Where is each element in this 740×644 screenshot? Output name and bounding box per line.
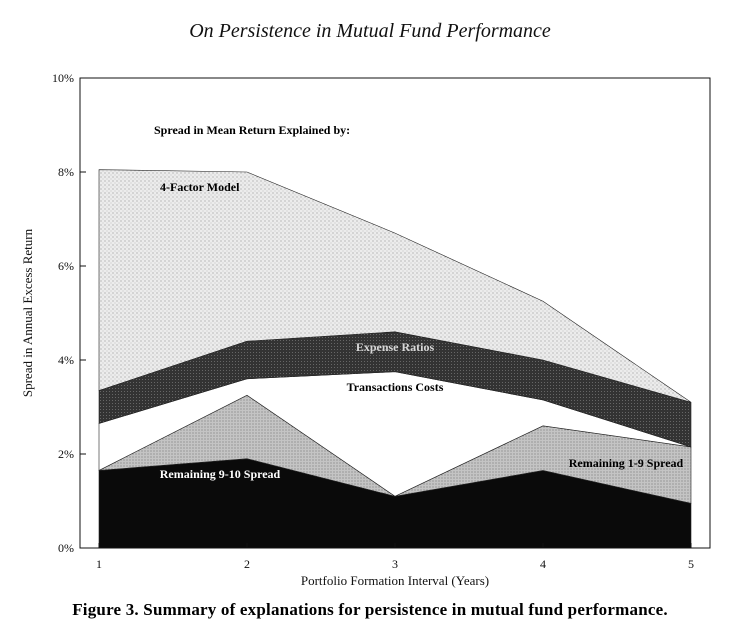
series-label-4-factor-model: 4-Factor Model: [160, 180, 240, 194]
area-4-factor-model: [98, 169, 692, 403]
figure-caption: Figure 3. Summary of explanations for pe…: [72, 600, 668, 619]
x-tick-label: 3: [392, 557, 398, 571]
y-tick-label: 10%: [52, 71, 74, 85]
y-tick-label: 0%: [58, 541, 74, 555]
x-tick-label: 2: [244, 557, 250, 571]
y-axis-label: Spread in Annual Excess Return: [20, 228, 35, 397]
series-label-transactions-costs: Transactions Costs: [347, 380, 444, 394]
series-label-remaining-9-10-spread: Remaining 9-10 Spread: [160, 467, 281, 481]
area-layers: [98, 169, 692, 549]
x-tick-label: 1: [96, 557, 102, 571]
y-tick-label: 4%: [58, 353, 74, 367]
x-tick-label: 4: [540, 557, 546, 571]
y-tick-label: 8%: [58, 165, 74, 179]
area-chart: 0% 2% 4% 6% 8% 10% 1 2 3 4 5 Portfolio Formation In…: [20, 71, 711, 588]
annotations: Spread in Mean Return Explained by: Remai…: [154, 123, 684, 481]
x-axis-label: Portfolio Formation Interval (Years): [301, 573, 489, 588]
running-title: On Persistence in Mutual Fund Performanc…: [189, 20, 551, 42]
axes: 0% 2% 4% 6% 8% 10% 1 2 3 4 5 Portfolio Formation In…: [20, 71, 711, 588]
y-tick-label: 2%: [58, 447, 74, 461]
legend-heading: Spread in Mean Return Explained by:: [154, 123, 350, 137]
series-label-remaining-1-9-spread: Remaining 1-9 Spread: [569, 456, 684, 470]
series-label-expense-ratios: Expense Ratios: [356, 340, 435, 354]
x-tick-label: 5: [688, 557, 694, 571]
y-tick-label: 6%: [58, 259, 74, 273]
